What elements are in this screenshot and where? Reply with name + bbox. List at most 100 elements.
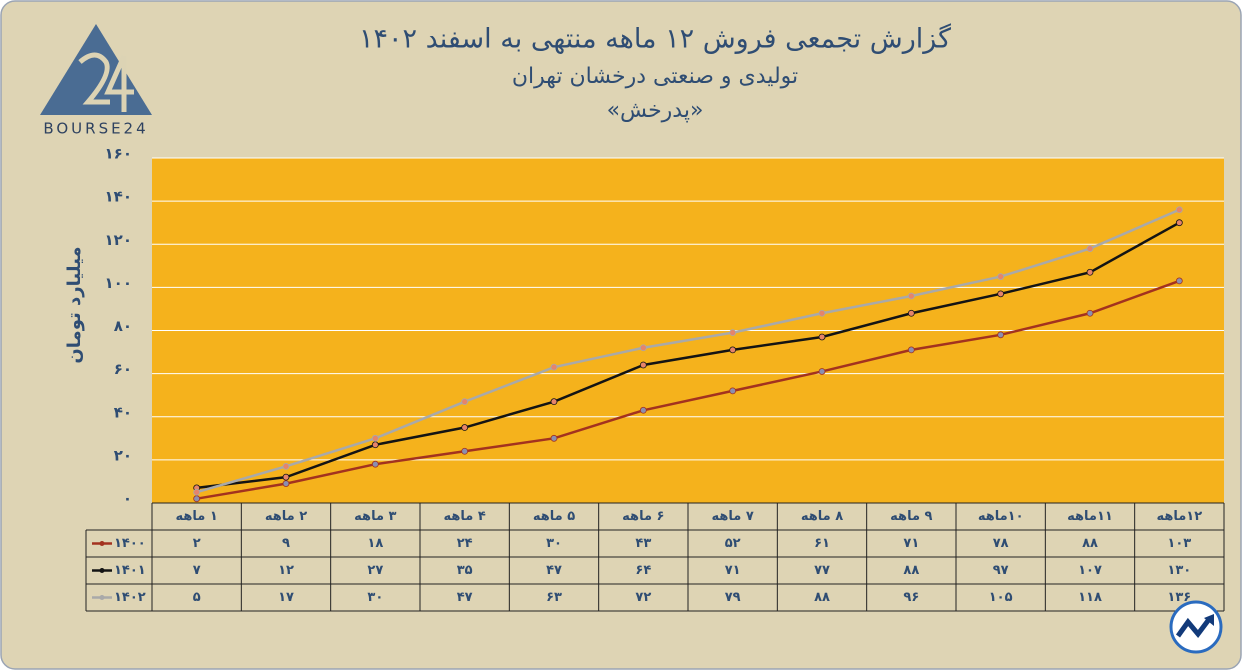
x-tick-label: ۵ ماهه xyxy=(533,509,575,524)
data-point xyxy=(461,424,469,431)
table-cell: ۱۲ xyxy=(278,563,294,578)
x-tick-label: ۳ ماهه xyxy=(354,509,396,524)
brand-icon xyxy=(1169,600,1223,654)
table-cell: ۵ xyxy=(193,590,201,605)
y-tick-label: ۰ xyxy=(123,490,132,508)
x-tick-label: ۱۲ماهه xyxy=(1156,509,1202,524)
table-cell: ۲ xyxy=(193,536,201,551)
y-tick-label: ۴۰ xyxy=(114,403,132,421)
data-point xyxy=(907,346,915,354)
data-point xyxy=(550,434,558,442)
table-cell: ۶۳ xyxy=(546,590,562,605)
table-cell: ۱۳۶ xyxy=(1167,590,1191,605)
table-cell: ۳۵ xyxy=(457,563,473,578)
table-cell: ۹ xyxy=(282,536,290,551)
table-cell: ۷ xyxy=(193,563,201,578)
data-point xyxy=(461,398,469,406)
data-point xyxy=(371,441,379,449)
x-tick-label: ۴ ماهه xyxy=(444,509,486,524)
data-point xyxy=(907,292,915,300)
data-point xyxy=(193,488,201,496)
table-cell: ۱۰۷ xyxy=(1078,563,1102,578)
table-cell: ۸۸ xyxy=(903,563,919,578)
data-point xyxy=(1175,206,1183,214)
data-point xyxy=(1086,268,1094,276)
data-point xyxy=(639,361,647,369)
x-tick-label: ۷ ماهه xyxy=(712,509,754,524)
legend-marker xyxy=(99,595,105,600)
data-point xyxy=(282,480,290,487)
data-point xyxy=(818,368,826,375)
x-tick-label: ۶ ماهه xyxy=(622,509,664,524)
table-cell: ۷۹ xyxy=(725,590,741,605)
legend-marker xyxy=(99,541,105,546)
table-cell: ۲۴ xyxy=(457,536,473,551)
data-point xyxy=(1086,309,1094,317)
x-tick-label: ۹ ماهه xyxy=(890,509,932,524)
x-tick-label: ۱۱ماهه xyxy=(1067,509,1113,524)
table-cell: ۱۱۸ xyxy=(1078,590,1102,605)
data-point xyxy=(997,331,1005,339)
data-point xyxy=(729,387,737,395)
series-line xyxy=(196,221,1180,490)
table-cell: ۷۱ xyxy=(903,536,919,551)
chart-subtitle: تولیدی و صنعتی درخشان تهران xyxy=(512,64,798,89)
data-point xyxy=(907,309,915,317)
data-point xyxy=(997,273,1005,280)
table-cell: ۸۸ xyxy=(814,590,830,605)
series-line xyxy=(196,208,1180,494)
data-point xyxy=(461,447,469,455)
data-point xyxy=(729,329,737,337)
table-cell: ۷۸ xyxy=(993,536,1009,551)
data-point xyxy=(818,333,826,341)
y-tick-label: ۱۰۰ xyxy=(105,274,132,292)
table-cell: ۶۱ xyxy=(814,536,830,551)
table-cell: ۹۷ xyxy=(993,563,1009,578)
data-point xyxy=(1175,219,1183,227)
table-cell: ۱۷ xyxy=(278,590,294,605)
y-tick-label: ۱۴۰ xyxy=(105,188,132,206)
table-cell: ۴۳ xyxy=(635,536,651,551)
table-cell: ۲۷ xyxy=(367,563,383,578)
table-cell: ۵۲ xyxy=(725,536,741,551)
chart-title: گزارش تجمعی فروش ۱۲ ماهه منتهی به اسفند … xyxy=(359,23,951,55)
data-point xyxy=(193,495,201,503)
data-point xyxy=(550,398,558,406)
data-point xyxy=(1086,245,1094,252)
table-cell: ۹۶ xyxy=(903,590,919,605)
y-tick-label: ۲۰ xyxy=(114,446,132,464)
legend-label: ۱۴۰۰ xyxy=(114,536,146,551)
table-cell: ۱۳۰ xyxy=(1167,563,1191,578)
data-point xyxy=(1175,277,1183,285)
company: «پدرخش» xyxy=(607,98,704,123)
data-point xyxy=(729,346,737,354)
table-cell: ۷۱ xyxy=(725,563,741,578)
table-cell: ۳۰ xyxy=(367,590,383,605)
data-point xyxy=(639,344,647,352)
y-axis-label: میلیارد تومان xyxy=(64,246,85,363)
table-cell: ۸۸ xyxy=(1082,536,1098,551)
data-point xyxy=(282,473,290,481)
x-tick-label: ۱۰ماهه xyxy=(978,509,1024,524)
legend-marker xyxy=(99,568,105,573)
data-point xyxy=(282,462,290,470)
data-point xyxy=(818,309,826,317)
table-cell: ۴۷ xyxy=(546,563,562,578)
data-point xyxy=(371,434,379,442)
legend-label: ۱۴۰۲ xyxy=(114,590,146,605)
y-tick-label: ۸۰ xyxy=(114,317,132,335)
x-tick-label: ۱ ماهه xyxy=(176,509,218,524)
y-tick-label: ۱۲۰ xyxy=(105,231,132,249)
data-point xyxy=(371,460,379,468)
data-point xyxy=(550,363,558,371)
table-cell: ۱۸ xyxy=(367,536,383,551)
x-tick-label: ۸ ماهه xyxy=(801,509,843,524)
x-tick-label: ۲ ماهه xyxy=(265,509,307,524)
table-cell: ۷۷ xyxy=(814,563,830,578)
data-point xyxy=(997,290,1005,298)
table-cell: ۷۲ xyxy=(635,590,651,605)
legend-label: ۱۴۰۱ xyxy=(114,563,146,578)
series-line xyxy=(196,279,1180,500)
